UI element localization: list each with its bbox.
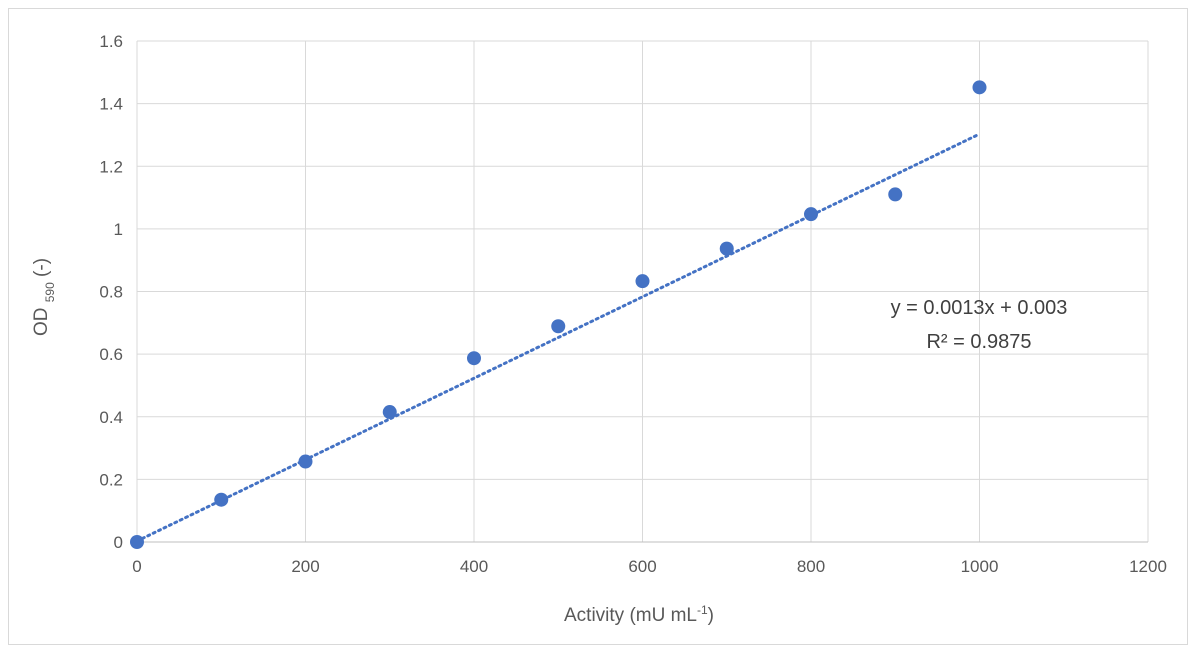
trendline: [135, 132, 981, 543]
y-tick-label: 0.6: [99, 345, 123, 364]
trendline-group: [135, 132, 981, 543]
y-tick-label: 1.4: [99, 95, 123, 114]
y-tick-label: 1.2: [99, 157, 123, 176]
gridlines: [137, 40, 1149, 542]
y-tick-label: 1.6: [99, 32, 123, 51]
trendline-r-squared: R² = 0.9875: [926, 331, 1031, 353]
x-tick-label: 1000: [961, 557, 999, 576]
y-tick-label: 0.4: [99, 408, 123, 427]
y-tick-label: 0: [114, 533, 123, 552]
data-point: [804, 207, 818, 222]
y-tick-label: 0.2: [99, 470, 123, 489]
data-point: [972, 80, 987, 95]
chart-area: 0 0.2 0.4 0.6 0.8 1 1.2 1.4 1.6 0 200 400 600 800 100…: [8, 8, 1188, 645]
x-tick-labels: 0 200 400 600 800 1000 1200: [132, 557, 1167, 576]
data-point: [888, 187, 903, 202]
x-tick-label: 1200: [1129, 557, 1167, 576]
data-point: [382, 405, 397, 420]
data-point: [467, 351, 481, 366]
data-point: [214, 492, 229, 507]
data-point: [298, 454, 313, 469]
x-tick-label: 600: [628, 557, 656, 576]
y-tick-label: 1: [114, 220, 123, 239]
x-tick-label: 800: [797, 557, 825, 576]
y-tick-labels: 0 0.2 0.4 0.6 0.8 1 1.2 1.4 1.6: [99, 32, 123, 552]
x-tick-label: 0: [132, 557, 141, 576]
y-axis-title: OD 590 (-): [31, 258, 57, 336]
x-tick-label: 200: [291, 557, 319, 576]
data-point: [130, 535, 144, 549]
x-axis-title: Activity (mU mL-1): [564, 603, 714, 626]
y-tick-label: 0.8: [99, 283, 123, 302]
trendline-equation: y = 0.0013x + 0.003: [891, 297, 1068, 319]
data-point: [719, 241, 734, 256]
data-points: [130, 80, 987, 549]
scatter-chart: 0 0.2 0.4 0.6 0.8 1 1.2 1.4 1.6 0 200 400 600 800 100…: [31, 32, 1167, 626]
data-point: [635, 274, 650, 289]
axes: [136, 41, 1148, 543]
x-tick-label: 400: [460, 557, 488, 576]
data-point: [551, 319, 566, 334]
